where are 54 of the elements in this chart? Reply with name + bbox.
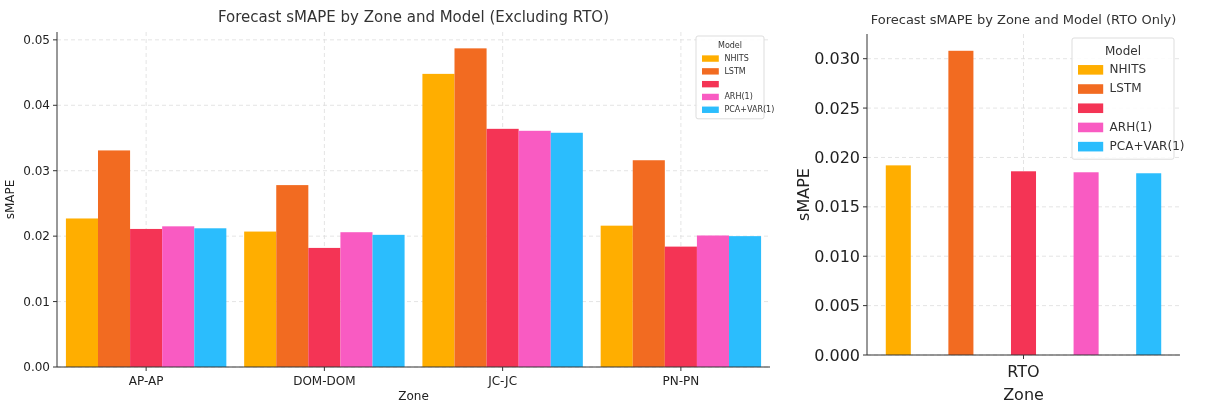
bar <box>194 228 227 367</box>
y-tick-label: 0.015 <box>814 197 860 217</box>
y-axis-title: sMAPE <box>2 179 17 220</box>
y-tick-label: 0.020 <box>814 148 860 168</box>
x-axis-title: Zone <box>1003 384 1044 404</box>
y-tick-label: 0.000 <box>814 345 860 365</box>
x-tick-label: DOM-DOM <box>293 374 356 388</box>
bar <box>454 48 487 367</box>
bar <box>340 232 373 367</box>
chart-title: Forecast sMAPE by Zone and Model (Excluding RTO) <box>218 8 609 26</box>
bar <box>244 231 277 367</box>
legend-label: ARH(1) <box>724 92 753 102</box>
bar <box>550 132 583 367</box>
y-tick-label: 0.04 <box>23 98 50 113</box>
x-tick-label: JC-JC <box>487 374 518 388</box>
bar <box>422 73 455 367</box>
legend-title: Model <box>1104 44 1142 59</box>
bar <box>486 128 519 367</box>
y-tick-label: 0.030 <box>814 49 860 69</box>
y-tick-label: 0.010 <box>814 246 860 266</box>
y-axis-title: sMAPE <box>794 168 814 221</box>
bar <box>664 246 697 367</box>
bar <box>98 150 131 367</box>
bar <box>729 236 762 367</box>
legend-label: NHITS <box>724 53 749 63</box>
y-tick-label: 0.02 <box>23 229 50 244</box>
y-tick-label: 0.025 <box>814 98 860 118</box>
bar <box>308 247 341 367</box>
x-tick-label: AP-AP <box>128 374 164 388</box>
y-tick-label: 0.00 <box>23 360 50 375</box>
bar <box>600 225 633 367</box>
legend-label: PCA+VAR(1) <box>724 104 775 114</box>
legend-label: LSTM <box>724 66 746 76</box>
legend-label: NHITS <box>1109 62 1147 77</box>
bar <box>162 226 195 367</box>
y-tick-label: 0.005 <box>814 296 860 316</box>
chart-title: Forecast sMAPE by Zone and Model (RTO Only) <box>870 12 1177 27</box>
y-tick-label: 0.01 <box>23 294 50 309</box>
x-tick-label: RTO <box>1007 362 1040 381</box>
legend-label: LSTM <box>1109 81 1142 96</box>
legend-label: PCA+VAR(1) <box>1109 138 1185 153</box>
bar <box>276 185 309 367</box>
x-tick-label: PN-PN <box>662 374 700 388</box>
y-tick-label: 0.05 <box>23 33 50 48</box>
x-axis-title: Zone <box>398 389 429 404</box>
legend-label: ARH(1) <box>1109 119 1153 134</box>
bar <box>130 228 163 367</box>
bar <box>518 130 551 367</box>
bar <box>65 218 98 367</box>
bar <box>696 235 729 367</box>
bar <box>372 234 405 367</box>
legend-title: Model <box>717 41 743 51</box>
bar <box>632 160 665 367</box>
y-tick-label: 0.03 <box>23 163 50 178</box>
